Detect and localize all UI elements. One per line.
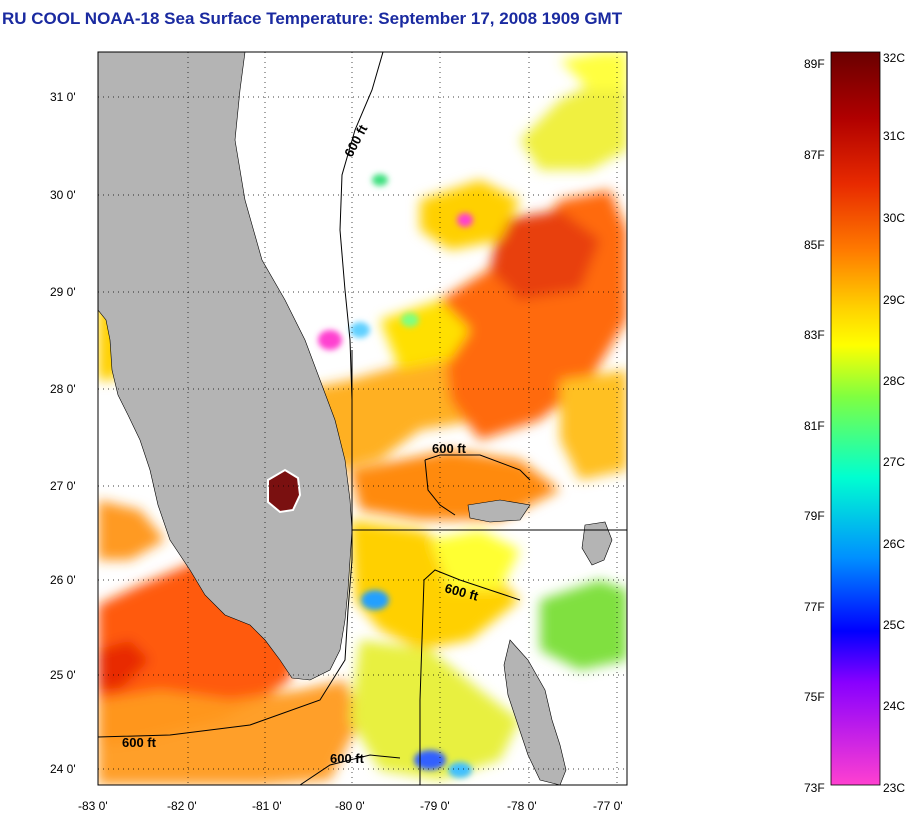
- f-label-87: 87F: [804, 148, 825, 162]
- bahamas-land: [503, 639, 567, 785]
- graticule: [98, 52, 627, 785]
- c-label-32: 32C: [883, 51, 905, 65]
- lon-label-79: -79 0': [420, 799, 450, 813]
- map-content: 600 ft 600 ft 600 ft 600 ft 600 ft: [98, 52, 627, 785]
- c-label-25: 25C: [883, 618, 905, 632]
- contour-label-keys: 600 ft: [122, 735, 157, 750]
- lon-label-83: -83 0': [78, 799, 108, 813]
- c-label-30: 30C: [883, 211, 905, 225]
- c-label-28: 28C: [883, 374, 905, 388]
- c-label-26: 26C: [883, 537, 905, 551]
- c-label-29: 29C: [883, 293, 905, 307]
- lat-label-27: 27 0': [50, 479, 76, 493]
- latitude-labels: 31 0' 30 0' 29 0' 28 0' 27 0' 26 0' 25 0…: [50, 90, 76, 776]
- lat-label-28: 28 0': [50, 382, 76, 396]
- map-frame: [97, 51, 628, 786]
- lon-label-80: -80 0': [335, 799, 365, 813]
- f-label-83: 83F: [804, 328, 825, 342]
- c-label-23: 23C: [883, 781, 905, 795]
- longitude-labels: -83 0' -82 0' -81 0' -80 0' -79 0' -78 0…: [78, 799, 623, 813]
- f-label-81: 81F: [804, 419, 825, 433]
- f-label-85: 85F: [804, 238, 825, 252]
- c-label-31: 31C: [883, 129, 905, 143]
- abaco-island: [581, 521, 613, 566]
- c-label-24: 24C: [883, 699, 905, 713]
- lat-label-31: 31 0': [50, 90, 76, 104]
- f-label-73: 73F: [804, 781, 825, 795]
- f-label-79: 79F: [804, 509, 825, 523]
- depth-contours: [98, 52, 627, 785]
- c-label-27: 27C: [883, 455, 905, 469]
- lat-label-24: 24 0': [50, 762, 76, 776]
- map-title: RU COOL NOAA-18 Sea Surface Temperature:…: [2, 9, 623, 28]
- lon-label-82: -82 0': [167, 799, 197, 813]
- fahrenheit-labels: 89F 87F 85F 83F 81F 79F 77F 75F 73F: [804, 57, 825, 795]
- florida-land: [98, 52, 353, 681]
- lat-label-25: 25 0': [50, 668, 76, 682]
- contour-label-south: 600 ft: [330, 751, 365, 766]
- lon-label-81: -81 0': [252, 799, 282, 813]
- f-label-75: 75F: [804, 690, 825, 704]
- lat-label-26: 26 0': [50, 573, 76, 587]
- f-label-89: 89F: [804, 57, 825, 71]
- lon-label-77: -77 0': [593, 799, 623, 813]
- lon-label-78: -78 0': [507, 799, 537, 813]
- contour-label-grand-bahama: 600 ft: [432, 441, 467, 456]
- f-label-77: 77F: [804, 600, 825, 614]
- colorbar-gradient: [830, 51, 881, 786]
- cool-spots: [318, 174, 473, 778]
- lake-okeechobee: [267, 468, 302, 514]
- celsius-labels: 32C 31C 30C 29C 28C 27C 26C 25C 24C 23C: [883, 51, 905, 795]
- grand-bahama: [467, 499, 531, 523]
- lat-label-30: 30 0': [50, 188, 76, 202]
- lat-label-29: 29 0': [50, 285, 76, 299]
- colorbar: 89F 87F 85F 83F 81F 79F 77F 75F 73F 32C …: [804, 51, 905, 795]
- sst-patches: [98, 52, 627, 785]
